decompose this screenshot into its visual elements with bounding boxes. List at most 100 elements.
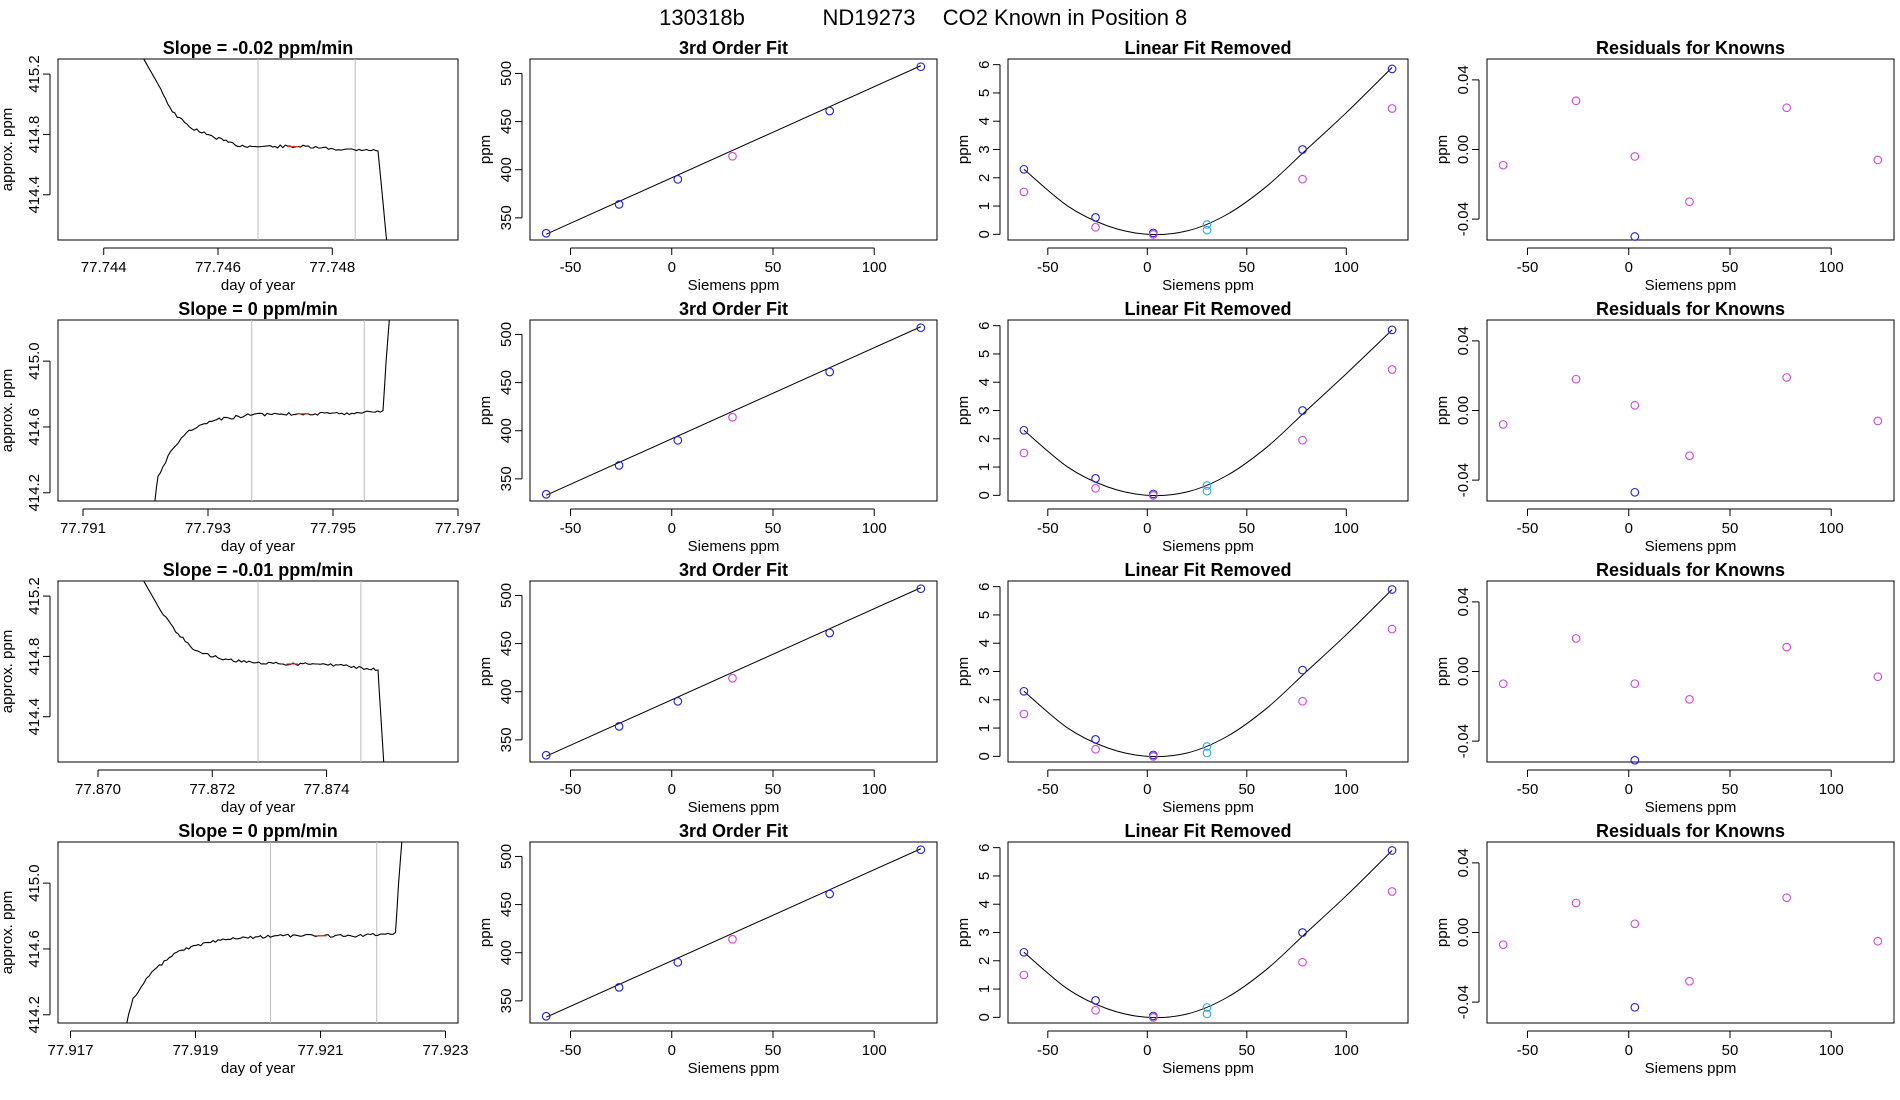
fit-line <box>545 326 922 496</box>
x-axis-label: Siemens ppm <box>1162 799 1254 816</box>
data-point-blue <box>541 228 551 238</box>
y-tick-label: 414.2 <box>26 996 43 1034</box>
y-axis-label: ppm <box>477 396 494 425</box>
concentration-trace <box>143 581 385 762</box>
data-point-magenta <box>1873 155 1883 165</box>
y-tick-label: 2 <box>976 174 993 182</box>
data-point-magenta <box>728 412 737 422</box>
y-tick-label: 500 <box>498 61 515 86</box>
x-axis-label: Siemens ppm <box>1645 799 1737 816</box>
x-tick-label: 100 <box>862 781 887 798</box>
x-tick-label: 0 <box>668 259 676 276</box>
panel-r2-c3: Linear Fit Removed -50 0 50 100 Siemens ppm 0 1… <box>955 299 1409 555</box>
y-tick-label: 3 <box>976 406 993 414</box>
y-axis: -0.04 0.00 0.04 <box>1455 587 1480 758</box>
x-tick-label: 77.791 <box>60 520 106 537</box>
data-point-magenta <box>1571 898 1581 908</box>
panel-title: Slope = -0.02 ppm/min <box>163 38 354 58</box>
y-tick-label: 350 <box>498 205 515 230</box>
x-tick-label: 77.746 <box>195 259 241 276</box>
data-point-blue <box>1387 585 1397 594</box>
plot-area <box>143 581 385 762</box>
data-point-blue <box>1091 735 1100 744</box>
y-axis-label: ppm <box>1434 918 1451 947</box>
data-point-magenta <box>728 934 737 944</box>
x-tick-label: 50 <box>765 781 782 798</box>
x-tick-label: 50 <box>1238 259 1255 276</box>
data-point-blue <box>1298 665 1307 675</box>
plot-frame <box>529 58 938 241</box>
y-axis: 350 400 450 500 <box>498 322 523 491</box>
plot-area <box>154 320 390 501</box>
y-tick-label: 415.2 <box>26 55 43 93</box>
plot-frame <box>1486 580 1895 763</box>
data-point-blue <box>1630 755 1640 765</box>
y-tick-label: 415.0 <box>26 342 43 380</box>
data-point-magenta <box>1298 435 1307 445</box>
y-tick-label: 0.04 <box>1455 326 1472 355</box>
x-tick-label: -50 <box>560 781 582 798</box>
data-point-blue <box>825 367 835 377</box>
data-point-magenta <box>1148 229 1158 239</box>
data-point-magenta <box>1685 976 1694 986</box>
y-tick-label: 450 <box>498 892 515 917</box>
x-tick-label: 0 <box>668 781 676 798</box>
y-tick-label: 4 <box>976 117 993 125</box>
panel-title: Linear Fit Removed <box>1124 560 1291 580</box>
figure-title-tank-id: ND19273 <box>823 5 916 30</box>
x-axis: -50 0 50 100 <box>560 247 887 276</box>
x-axis: 77.791 77.793 77.795 77.797 <box>60 508 481 537</box>
data-point-magenta <box>1630 919 1640 929</box>
y-tick-label: 0 <box>976 230 993 238</box>
x-axis: -50 0 50 100 <box>1037 769 1359 798</box>
y-axis: 350 400 450 500 <box>498 583 523 752</box>
panel-title: 3rd Order Fit <box>679 560 788 580</box>
data-point-cyan <box>1202 220 1212 229</box>
panel-title: Residuals for Knowns <box>1596 560 1785 580</box>
data-point-blue <box>916 323 926 333</box>
data-point-cyan <box>1202 1003 1212 1012</box>
panel-title: Linear Fit Removed <box>1124 38 1291 58</box>
data-point-blue <box>614 461 624 470</box>
y-tick-label: 414.8 <box>26 116 43 154</box>
data-point-magenta <box>1298 957 1307 967</box>
data-point-magenta <box>1298 174 1307 184</box>
panel-title: Linear Fit Removed <box>1124 299 1291 319</box>
panel-title: 3rd Order Fit <box>679 38 788 58</box>
panel-title: Residuals for Knowns <box>1596 299 1785 319</box>
x-tick-label: 0 <box>668 1042 676 1059</box>
panel-r2-c2: 3rd Order Fit -50 0 50 100 Siemens ppm 350 400 4… <box>477 299 938 555</box>
x-tick-label: 100 <box>1334 259 1359 276</box>
x-tick-label: 100 <box>862 259 887 276</box>
concentration-trace <box>126 842 403 1023</box>
x-tick-label: 0 <box>1625 520 1633 537</box>
panel-title: Slope = 0 ppm/min <box>178 299 338 319</box>
data-point-blue <box>1387 325 1397 335</box>
panel-r1-c1: Slope = -0.02 ppm/min 77.744 77.746 77.748 d… <box>0 38 459 294</box>
y-tick-label: 0.00 <box>1455 657 1472 686</box>
data-point-blue <box>1298 145 1307 154</box>
data-point-blue <box>916 584 926 594</box>
data-point-magenta <box>1019 448 1029 458</box>
data-point-cyan <box>1202 742 1212 751</box>
x-tick-label: 100 <box>1819 520 1844 537</box>
x-tick-label: 100 <box>1334 1042 1359 1059</box>
data-point-magenta <box>728 673 737 683</box>
x-axis: -50 0 50 100 <box>1517 1030 1844 1059</box>
data-point-blue <box>1630 487 1640 497</box>
y-axis-label: approx. ppm <box>0 369 16 452</box>
data-point-magenta <box>1630 679 1640 689</box>
data-point-blue <box>825 106 835 116</box>
data-point-blue <box>1298 928 1307 937</box>
panel-r1-c3: Linear Fit Removed -50 0 50 100 Siemens ppm 0 1… <box>955 38 1409 294</box>
panel-r1-c4: Residuals for Knowns -50 0 50 100 Siemens ppm… <box>1434 38 1895 294</box>
x-tick-label: 0 <box>1143 259 1151 276</box>
fit-line <box>545 65 922 235</box>
x-tick-label: 77.921 <box>298 1042 344 1059</box>
data-point-magenta <box>1873 416 1883 426</box>
panel-title: Slope = -0.01 ppm/min <box>163 560 354 580</box>
data-point-blue <box>916 845 926 855</box>
data-point-blue <box>1019 686 1029 696</box>
panel-r4-c3: Linear Fit Removed -50 0 50 100 Siemens ppm 0 1… <box>955 821 1409 1077</box>
y-axis: 414.2 414.6 415.0 <box>26 342 51 512</box>
